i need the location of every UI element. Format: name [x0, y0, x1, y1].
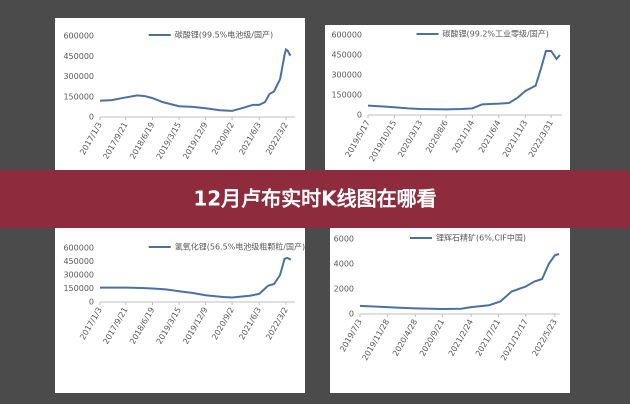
y-tick-label: 2000	[334, 285, 354, 294]
chart-panel	[55, 18, 305, 170]
series-line	[359, 253, 560, 311]
y-tick-label: 4000	[334, 260, 354, 269]
y-tick-label: 0	[89, 298, 94, 307]
y-tick-label: 300000	[63, 72, 94, 81]
y-tick-label: 600000	[331, 31, 362, 40]
y-tick-label: 150000	[331, 91, 362, 100]
y-tick-label: 300000	[331, 71, 362, 80]
y-tick-label: 450000	[63, 257, 94, 266]
y-tick-label: 450000	[63, 52, 94, 61]
banner	[0, 170, 630, 228]
y-tick-label: 150000	[63, 284, 94, 293]
legend-label: 氢氧化锂(56.5%电池级粗颗粒/国产)	[175, 242, 305, 252]
y-tick-label: 450000	[331, 51, 362, 60]
chart-panel	[55, 228, 305, 393]
legend-label: 碳酸锂(99.2%工业零级/国产)	[443, 29, 549, 39]
banner-title: 12月卢布实时K线图在哪看	[193, 187, 436, 211]
series-line	[100, 256, 292, 299]
y-tick-label: 0	[89, 113, 94, 122]
y-tick-label: 150000	[63, 92, 94, 101]
y-tick-label: 0	[357, 111, 362, 120]
legend-label: 碳酸锂(99.5%电池级/国产)	[175, 30, 273, 40]
chart-panel	[330, 228, 570, 393]
y-tick-label: 300000	[63, 271, 94, 280]
charts: 01500003000004500006000002017/1/32017/9/…	[55, 18, 570, 393]
y-tick-label: 600000	[63, 244, 94, 253]
chart-panel	[325, 25, 570, 170]
y-tick-label: 600000	[63, 32, 94, 41]
y-tick-label: 0	[349, 310, 354, 319]
y-tick-label: 6000	[334, 235, 354, 244]
legend-label: 锂辉石精矿(6%,CIF中国)	[436, 233, 526, 243]
series-line	[99, 47, 292, 112]
series-line	[367, 50, 561, 111]
